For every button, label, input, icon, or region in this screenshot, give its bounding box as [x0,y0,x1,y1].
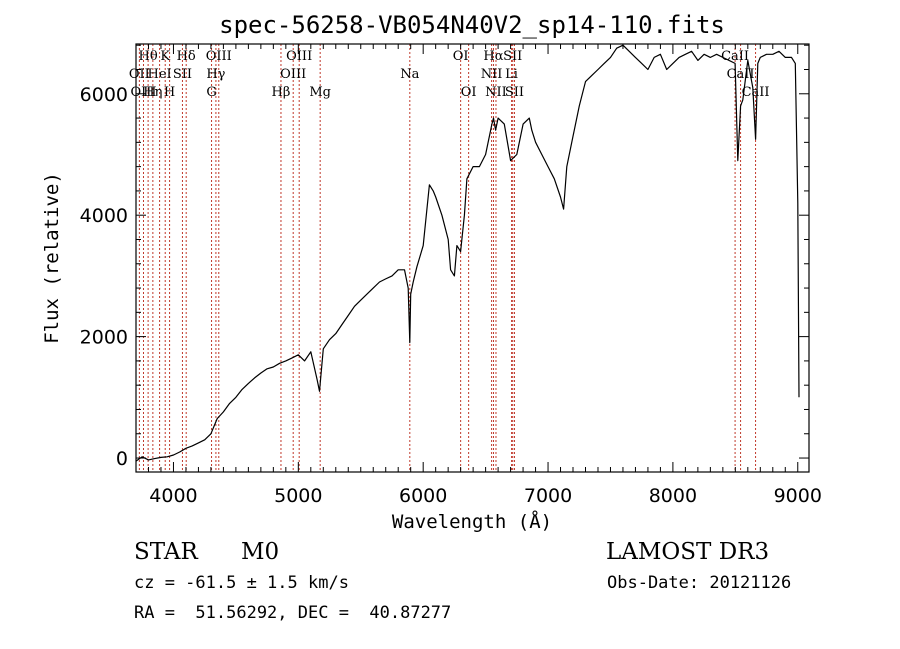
y-tick-label: 4000 [80,205,128,227]
y-axis-label: Flux (relative) [41,172,63,344]
x-tick-label: 8000 [649,485,697,507]
spectral-line-label: K [160,49,170,64]
spectral-line-label: HeI [148,67,172,82]
spectral-line-label: CaII [727,67,755,82]
spectral-line-label: H [164,85,175,100]
spectral-line-label: SII [505,85,524,100]
y-tick-label: 0 [116,448,128,470]
spectral-line-label: Hη [143,85,162,100]
chart-title: spec-56258-VB054N40V2_sp14-110.fits [219,11,725,39]
radial-velocity: cz = -61.5 ± 1.5 km/s [134,573,349,593]
y-tick-label: 6000 [80,84,128,106]
survey-name: LAMOST DR3 [606,539,770,565]
spectral-line-label: Na [400,67,419,82]
spectral-subclass: M0 [241,539,280,565]
spectral-line-label: OI [453,49,469,64]
spectral-line-label: Hθ [139,49,158,64]
spectral-line-label: Mg [309,85,331,100]
x-tick-label: 4000 [149,485,197,507]
spectral-line-label: Li [505,67,518,82]
spectral-line-label: CaII [742,85,770,100]
coordinates: RA = 51.56292, DEC = 40.87277 [134,603,452,623]
flux-series-line [135,44,800,462]
spectral-line-markers [138,44,757,472]
x-tick-label: 7000 [524,485,572,507]
spectral-line-label: OIII [206,49,232,64]
spectral-line-label: Hγ [206,67,225,82]
y-tick-label: 2000 [80,327,128,349]
spectral-line-label: NII [481,67,503,82]
x-tick-label: 6000 [399,485,447,507]
spectral-line-label: SII [503,49,522,64]
x-axis-ticks: 4000 5000 6000 7000 8000 9000 [135,44,822,507]
spectral-line-label: OIII [286,49,312,64]
spectral-line-label: NII [485,85,507,100]
spectral-line-label: OII [129,67,150,82]
spectral-line-label: OIII [130,85,156,100]
observation-date: Obs-Date: 20121126 [607,573,792,593]
spectral-line-label: Hδ [177,49,196,64]
x-tick-label: 5000 [274,485,322,507]
spectral-line-label: G [206,85,216,100]
spectral-line-label: OI [461,85,477,100]
spectral-line-label: SII [173,67,192,82]
x-axis-label: Wavelength (Å) [392,510,552,533]
y-axis-ticks: 0 2000 4000 6000 [80,44,809,470]
spectral-line-label: OIII [280,67,306,82]
spectral-line-label: Hα [483,49,503,64]
object-class: STAR [134,539,198,565]
x-tick-label: 9000 [774,485,822,507]
spectral-line-label: Hβ [272,85,291,100]
plot-frame [135,43,810,473]
spectral-line-label: CaII [721,49,749,64]
